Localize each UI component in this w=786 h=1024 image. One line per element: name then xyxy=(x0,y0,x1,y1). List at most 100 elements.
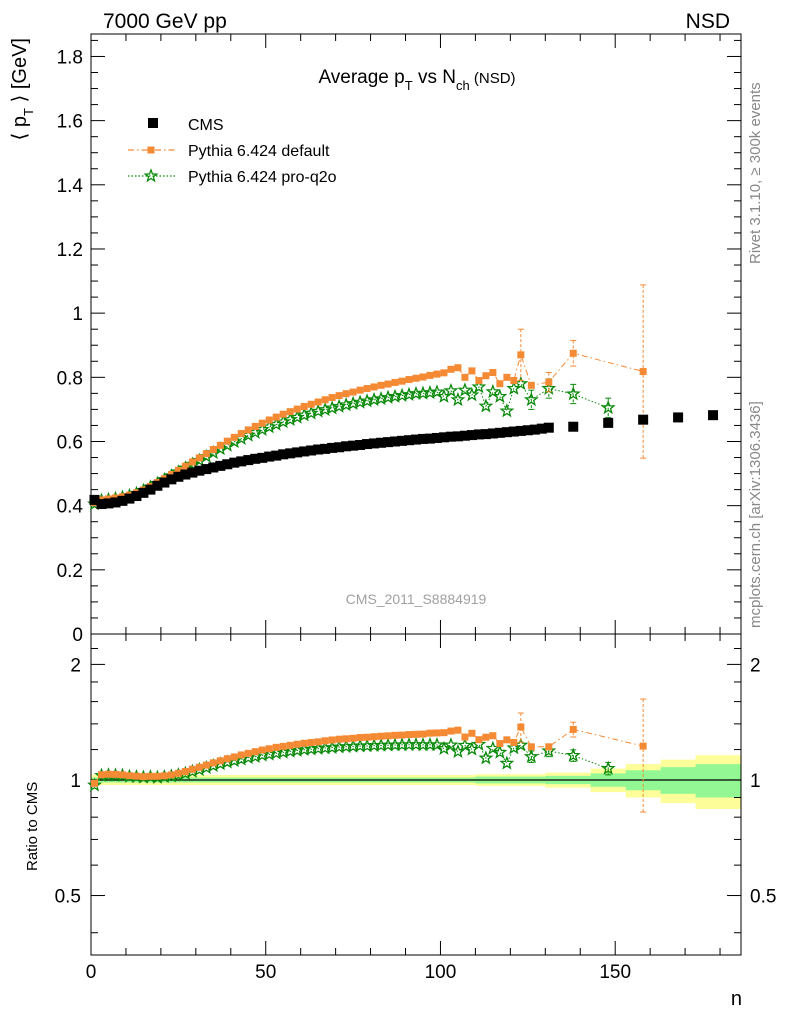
data-point-pythia-default xyxy=(349,734,357,742)
data-point-pythia-default xyxy=(132,772,140,780)
data-point-pythia-default xyxy=(153,772,161,780)
data-point-pythia-pro-q2o xyxy=(499,403,515,418)
data-point-cms xyxy=(376,437,387,448)
data-point-cms xyxy=(278,449,289,460)
data-point-pythia-pro-q2o xyxy=(331,398,347,413)
data-point-pythia-default xyxy=(412,374,420,382)
data-point-pythia-default xyxy=(639,368,647,376)
data-point-pythia-default xyxy=(356,386,364,394)
y-tick-label: 1.2 xyxy=(57,240,83,261)
data-point-cms xyxy=(603,417,614,428)
header-right: NSD xyxy=(686,10,730,33)
data-point-cms xyxy=(348,440,359,451)
data-point-pythia-default xyxy=(496,380,504,388)
data-point-pythia-default xyxy=(370,383,378,391)
data-point-pythia-default xyxy=(475,736,483,744)
data-point-cms xyxy=(166,474,177,485)
data-point-pythia-default xyxy=(461,373,469,381)
data-point-cms xyxy=(390,436,401,447)
legend-label-pythia-pro-q2o: Pythia 6.424 pro-q2o xyxy=(188,169,337,186)
data-point-cms xyxy=(529,424,540,435)
data-point-pythia-default xyxy=(426,729,434,737)
y-tick-label: 0 xyxy=(72,625,83,646)
x-tick-label: 150 xyxy=(599,962,631,983)
y-axis-label: ⟨ pT ⟩ [GeV] xyxy=(9,38,36,141)
ratio-y-tick-label: 0.5 xyxy=(55,887,81,908)
data-point-cms xyxy=(673,412,684,423)
data-point-cms xyxy=(194,465,205,476)
data-point-pythia-pro-q2o xyxy=(523,748,539,764)
data-point-pythia-default xyxy=(454,364,462,372)
y-tick-label: 0.4 xyxy=(57,497,84,518)
data-point-pythia-default xyxy=(482,372,490,380)
data-point-cms xyxy=(708,410,719,421)
data-point-cms xyxy=(117,495,128,506)
data-point-pythia-pro-q2o xyxy=(429,737,445,752)
data-point-pythia-default xyxy=(569,349,577,357)
data-point-pythia-default xyxy=(419,373,427,381)
legend-entry-pythia-default: Pythia 6.424 default xyxy=(128,143,330,160)
data-point-pythia-default xyxy=(496,740,504,748)
data-point-pythia-pro-q2o xyxy=(541,380,557,395)
data-point-pythia-pro-q2o xyxy=(471,736,487,751)
data-point-pythia-default xyxy=(517,723,525,731)
data-point-cms xyxy=(515,425,526,436)
data-point-pythia-default xyxy=(475,377,483,385)
data-point-pythia-default xyxy=(384,380,392,388)
data-point-pythia-default xyxy=(461,733,469,741)
data-point-pythia-pro-q2o xyxy=(366,391,382,407)
data-point-cms xyxy=(424,433,435,444)
data-point-pythia-default xyxy=(391,378,399,386)
data-point-pythia-default xyxy=(328,736,336,744)
data-point-pythia-default xyxy=(265,416,273,424)
data-point-cms xyxy=(411,434,421,445)
main-plot-panel: 0 0.2 0.4 0.6 0.8 1 1.2 1.4 1.6 1.8 xyxy=(57,33,742,646)
data-point-pythia-default xyxy=(279,742,287,750)
data-point-pythia-default xyxy=(160,772,168,780)
y-tick-label: 0.8 xyxy=(57,368,83,389)
data-point-cms xyxy=(568,421,579,432)
data-point-pythia-default xyxy=(440,369,448,377)
data-point-pythia-default xyxy=(398,377,406,385)
y-tick-label: 1.8 xyxy=(57,47,83,68)
data-point-pythia-default xyxy=(244,749,252,757)
data-point-pythia-default xyxy=(391,731,399,739)
legend-marker-pythia-pro-q2o xyxy=(143,168,159,183)
data-point-pythia-default xyxy=(569,725,577,733)
data-point-pythia-default xyxy=(447,727,455,735)
data-point-pythia-default xyxy=(377,732,385,740)
data-point-cms xyxy=(383,437,394,448)
data-point-pythia-default xyxy=(223,437,231,445)
y-tick-label: 0.6 xyxy=(57,432,83,453)
data-point-pythia-default xyxy=(125,772,133,780)
data-point-pythia-default xyxy=(216,441,224,449)
legend-label-cms: CMS xyxy=(188,117,224,134)
data-point-pythia-default xyxy=(279,410,287,418)
data-point-pythia-default xyxy=(384,732,392,740)
data-point-pythia-default xyxy=(209,446,217,454)
data-point-cms xyxy=(334,442,345,453)
data-point-pythia-pro-q2o xyxy=(338,397,354,412)
data-point-pythia-default xyxy=(251,422,259,430)
data-point-pythia-pro-q2o xyxy=(310,403,326,418)
x-tick-label: 0 xyxy=(86,962,97,983)
data-point-pythia-pro-q2o xyxy=(565,747,581,762)
series-0 xyxy=(89,410,719,510)
data-point-cms xyxy=(397,435,408,446)
data-point-cms xyxy=(459,430,470,441)
data-point-pythia-default xyxy=(118,771,126,779)
data-point-pythia-pro-q2o xyxy=(471,379,487,394)
data-point-pythia-default xyxy=(489,732,497,740)
side-text-rivet: Rivet 3.1.10, ≥ 300k events xyxy=(747,82,764,264)
data-point-pythia-default xyxy=(174,466,182,474)
data-point-cms xyxy=(508,426,519,437)
data-point-pythia-default xyxy=(510,738,518,746)
data-point-pythia-default xyxy=(244,426,252,434)
x-axis-label: n xyxy=(731,988,742,1010)
ratio-plot-panel: 0 50 100 150 0.5 0.5 1 1 2 2 xyxy=(55,633,776,983)
data-point-pythia-default xyxy=(468,367,476,375)
data-point-pythia-pro-q2o xyxy=(492,388,508,403)
data-point-cms xyxy=(271,450,282,461)
data-point-cms xyxy=(124,493,135,504)
data-point-cms xyxy=(285,448,296,459)
